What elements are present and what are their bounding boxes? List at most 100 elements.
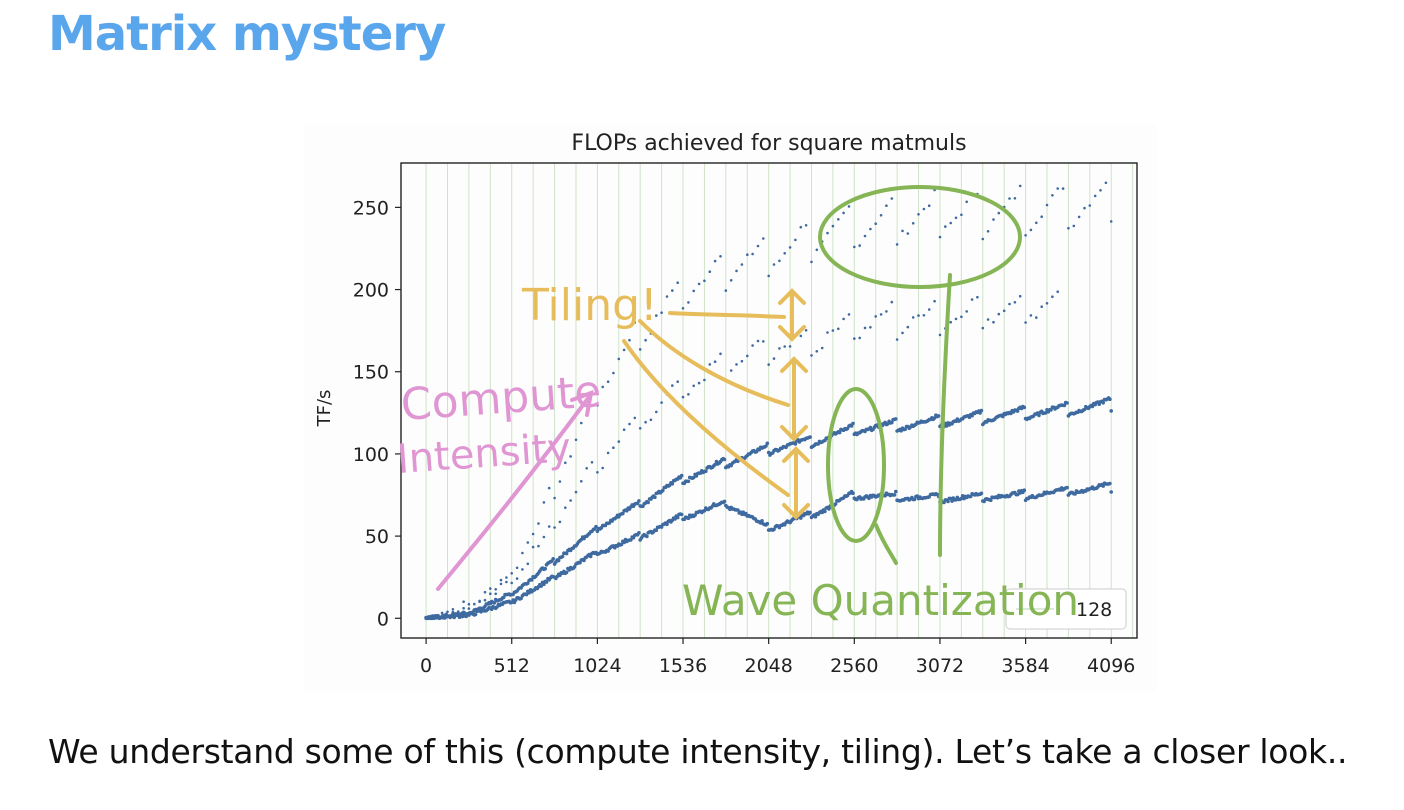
data-point	[1062, 403, 1067, 408]
data-point	[558, 480, 562, 483]
data-point	[1008, 197, 1011, 200]
data-point	[981, 326, 985, 330]
data-point	[1090, 404, 1095, 409]
data-point	[722, 499, 727, 504]
data-point	[735, 363, 738, 366]
data-point	[686, 516, 691, 521]
tiling-arrow-2	[638, 319, 790, 407]
data-point	[793, 442, 798, 446]
data-point	[553, 496, 556, 500]
data-point	[788, 246, 792, 249]
data-point	[653, 495, 657, 500]
data-point	[1051, 295, 1054, 298]
data-point	[960, 315, 963, 319]
data-points	[424, 181, 1113, 621]
data-point	[530, 578, 534, 582]
data-point	[917, 314, 920, 317]
data-point	[489, 592, 492, 595]
data-point	[537, 522, 540, 525]
y-tick-label: 150	[353, 362, 389, 384]
data-point	[492, 601, 497, 605]
x-tick-label: 1536	[659, 655, 707, 677]
data-point	[440, 611, 444, 615]
data-point	[638, 427, 642, 430]
data-point	[467, 602, 471, 606]
data-point	[569, 499, 572, 502]
data-point	[1101, 401, 1105, 405]
data-point	[765, 441, 770, 446]
data-point	[760, 519, 764, 523]
data-point	[1109, 490, 1113, 494]
data-point	[794, 238, 797, 242]
x-tick-label: 512	[494, 655, 530, 677]
data-point	[799, 516, 803, 520]
data-point	[1108, 397, 1112, 402]
data-point	[542, 535, 546, 539]
data-point	[644, 338, 647, 342]
data-point	[446, 610, 449, 614]
data-point	[826, 231, 829, 235]
data-point	[1077, 215, 1081, 219]
compute-intensity-arrow	[436, 395, 591, 591]
data-point	[521, 551, 524, 555]
data-point	[778, 259, 781, 263]
data-point	[788, 345, 792, 348]
data-point	[661, 488, 665, 493]
data-point	[543, 566, 547, 571]
data-point	[879, 313, 883, 316]
data-point	[772, 357, 776, 360]
compute-note-word2: Intensity	[395, 425, 572, 483]
flops-chart: 0 512 1024 1536 2048 2560 3072 3584 4096 0 50 100 15…	[314, 131, 1138, 677]
data-point	[582, 558, 586, 563]
data-point	[1009, 411, 1013, 416]
data-point	[1051, 194, 1054, 197]
data-point	[665, 295, 669, 298]
x-tick-label: 2048	[744, 655, 792, 677]
data-point	[936, 414, 941, 418]
x-tick-label: 2560	[830, 655, 878, 677]
data-point	[911, 222, 915, 225]
data-point	[1108, 481, 1112, 486]
data-point	[637, 531, 641, 535]
data-point	[1015, 492, 1020, 497]
data-point	[708, 270, 712, 273]
wave-ellipse-middle	[826, 387, 886, 543]
data-point	[585, 467, 588, 470]
data-point	[703, 279, 706, 283]
slide-title: Matrix mystery	[48, 6, 446, 62]
data-point	[473, 612, 478, 617]
data-point	[831, 224, 835, 228]
data-point	[804, 224, 808, 227]
data-point	[564, 570, 569, 575]
y-tick-label: 200	[353, 280, 389, 302]
data-point	[885, 204, 888, 207]
data-point	[976, 295, 979, 299]
data-point	[601, 385, 604, 389]
data-point	[588, 554, 593, 559]
data-point	[462, 606, 465, 610]
data-point	[851, 491, 855, 496]
data-point	[837, 430, 842, 435]
data-point	[621, 511, 625, 516]
data-point	[515, 566, 519, 570]
data-point	[628, 422, 631, 426]
data-point	[722, 457, 727, 462]
data-point	[693, 513, 697, 517]
data-point	[869, 326, 872, 329]
data-point	[676, 281, 679, 284]
data-point	[494, 592, 497, 596]
data-point	[944, 225, 947, 228]
data-point	[1024, 321, 1027, 324]
data-point	[629, 538, 633, 542]
tiling-arrow-1	[668, 311, 786, 319]
data-point	[1035, 221, 1038, 225]
data-point	[1022, 488, 1027, 493]
data-point	[574, 490, 578, 494]
data-point	[1037, 413, 1041, 418]
data-point	[799, 334, 803, 338]
data-point	[681, 307, 685, 310]
wave-pointer-line-2	[874, 523, 898, 565]
data-point	[756, 244, 760, 248]
data-point	[489, 587, 492, 590]
y-tick-label: 50	[365, 526, 389, 548]
